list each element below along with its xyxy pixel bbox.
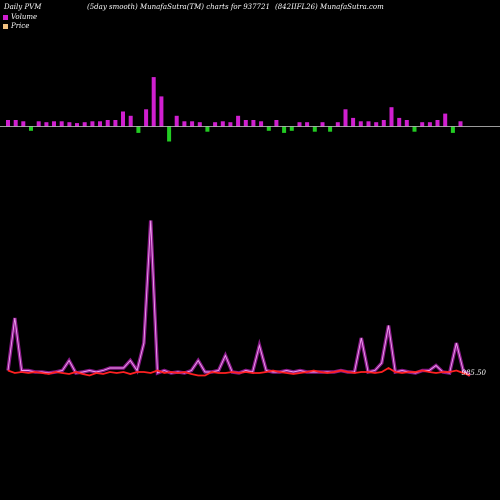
volume-bar	[6, 120, 10, 127]
volume-bar	[243, 120, 248, 127]
legend-volume: Volume	[3, 13, 37, 21]
chart-symbol: (842IIFL26) MunafaSutra.com	[275, 3, 384, 11]
volume-bar	[343, 109, 348, 127]
volume-bar	[251, 120, 256, 127]
volume-bar	[289, 126, 294, 131]
volume-bar	[259, 121, 264, 127]
legend-price: Price	[3, 22, 29, 30]
volume-bar	[52, 121, 56, 127]
volume-bar	[297, 122, 302, 127]
volume-bar	[312, 126, 317, 132]
volume-bar	[159, 96, 164, 127]
volume-bar	[404, 120, 409, 127]
volume-bar	[67, 122, 72, 127]
volume-bar	[305, 122, 310, 127]
volume-bar	[128, 115, 133, 127]
price-line	[7, 366, 471, 377]
legend-price-label: Price	[11, 22, 30, 30]
volume-bar	[458, 121, 463, 127]
volume-bar	[174, 115, 179, 127]
volume-bar	[274, 120, 279, 127]
volume-bar	[266, 126, 271, 131]
volume-bar	[435, 120, 440, 127]
volume-bar	[75, 123, 79, 127]
volume-bar	[29, 126, 33, 131]
volume-bar	[389, 107, 394, 127]
volume-bar	[121, 111, 125, 127]
volume-bar	[443, 113, 448, 127]
volume-bar	[335, 122, 340, 127]
volume-bar	[366, 121, 371, 127]
chart-type-label: Daily PVM	[4, 3, 42, 11]
volume-bar	[90, 121, 95, 127]
volume-bar	[358, 121, 363, 127]
volume-bar	[351, 117, 356, 127]
volume-bar	[381, 120, 386, 127]
volume-bar	[167, 126, 172, 142]
volume-bar	[105, 120, 110, 127]
volume-bar	[182, 121, 187, 127]
volume-bar	[374, 122, 379, 127]
volume-bar	[236, 115, 241, 127]
volume-bar	[328, 126, 333, 132]
volume-bar	[397, 117, 402, 127]
volume-bar	[213, 122, 218, 127]
volume-line-glow	[6, 220, 472, 377]
volume-bar	[13, 120, 18, 127]
volume-bar	[282, 126, 287, 133]
volume-bar	[228, 122, 233, 127]
volume-bar	[82, 122, 87, 127]
volume-bar	[59, 121, 64, 127]
volume-bar	[220, 121, 225, 127]
volume-bar	[98, 121, 102, 127]
volume-bar	[190, 121, 195, 127]
volume-bar	[44, 122, 49, 127]
volume-line	[7, 220, 471, 376]
price-value-label: 985.50	[461, 369, 487, 377]
pvm-lines	[6, 220, 472, 377]
volume-bar	[420, 122, 425, 127]
volume-bar	[450, 126, 455, 133]
volume-bar	[205, 126, 210, 132]
chart-title: (5day smooth) MunafaSutra(TM) charts for…	[87, 3, 270, 11]
volume-bar	[197, 122, 202, 127]
legend-volume-label: Volume	[11, 13, 38, 21]
volume-bar	[36, 121, 41, 127]
volume-bar	[113, 120, 118, 127]
legend-volume-swatch	[3, 15, 8, 20]
legend-price-swatch	[3, 24, 8, 29]
volume-bar	[427, 122, 432, 127]
volume-bar	[320, 122, 325, 127]
volume-bars	[6, 77, 463, 142]
volume-bar	[144, 109, 149, 127]
volume-bar	[151, 77, 156, 127]
volume-bar	[21, 121, 26, 127]
volume-bar	[136, 126, 141, 133]
volume-bar	[412, 126, 417, 132]
